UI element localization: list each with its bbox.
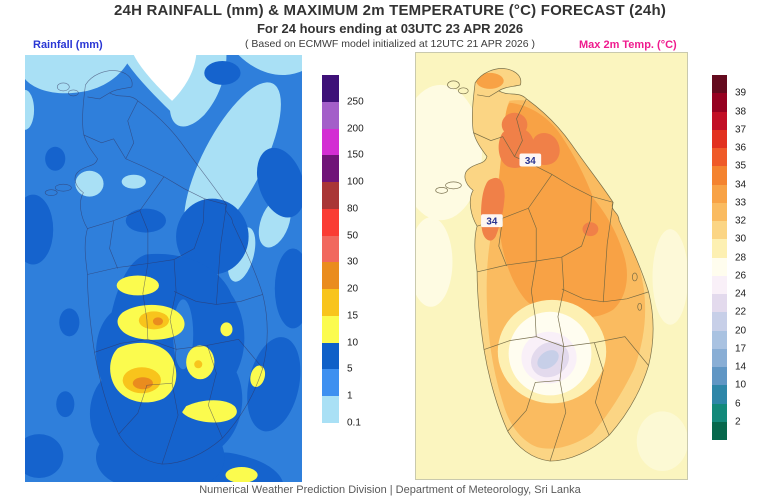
colorbar-swatch [322, 235, 339, 263]
colorbar-swatch [712, 385, 727, 404]
contour-chip [519, 153, 542, 167]
colorbar-swatch [712, 239, 727, 258]
colorbar-swatch [322, 155, 339, 183]
colorbar-tick: 17 [735, 343, 747, 355]
colorbar-tick: 1 [347, 390, 353, 402]
colorbar-swatch [712, 294, 727, 313]
contour-label-34: 34 [525, 156, 536, 167]
page-subtitle: For 24 hours ending at 03UTC 23 APR 2026 [256, 21, 524, 36]
colorbar-tick: 250 [347, 96, 364, 108]
colorbar-swatch [322, 262, 339, 290]
colorbar-tick: 37 [735, 124, 747, 136]
colorbar-tick: 36 [735, 142, 747, 154]
coastline-and-districts [44, 70, 268, 465]
colorbar-tick: 30 [347, 256, 359, 268]
colorbar-tick: 33 [735, 197, 747, 209]
colorbar-swatch [712, 202, 727, 221]
colorbar-swatch [712, 348, 727, 367]
colorbar-tick: 14 [735, 361, 747, 373]
colorbar-swatch [322, 208, 339, 236]
colorbar-swatch [712, 312, 727, 331]
colorbar-tick: 26 [735, 270, 747, 282]
colorbar-tick: 10 [735, 379, 747, 391]
colorbar-tick: 20 [735, 325, 747, 336]
rainfall-heavy-areas [110, 275, 266, 482]
temperature-colorbar: 39 38 37 36 35 34 33 32 30 28 26 24 22 20 17 14 10 6 2 [712, 75, 772, 440]
colorbar-swatch [712, 275, 727, 294]
colorbar-tick: 20 [347, 283, 359, 295]
colorbar-swatch [712, 184, 727, 203]
colorbar-swatch [712, 111, 727, 130]
colorbar-tick: 38 [735, 106, 747, 117]
colorbar-tick: 0.1 [347, 417, 361, 429]
page-title: 24H RAINFALL (mm) & MAXIMUM 2m TEMPERATU… [113, 2, 667, 19]
colorbar-swatch [712, 221, 727, 240]
contour-label-34: 34 [486, 217, 497, 228]
contour-chip [481, 214, 503, 228]
colorbar-tick: 34 [735, 179, 747, 190]
temperature-map: 34 34 [415, 52, 688, 480]
colorbar-swatch [322, 396, 339, 423]
colorbar-tick: 200 [347, 123, 364, 135]
colorbar-swatch [322, 289, 339, 316]
contour-labels: 34 34 [481, 153, 542, 228]
colorbar-swatch [322, 369, 339, 397]
footer-credit: Numerical Weather Prediction Division | … [199, 484, 581, 496]
colorbar-tick: 39 [735, 87, 747, 99]
colorbar-tick: 150 [347, 149, 364, 161]
colorbar-swatch [322, 315, 339, 343]
rainfall-colorbar: 250 200 150 100 80 50 30 20 15 10 5 1 0.1 [322, 75, 392, 429]
temperature-sea-light-patches [416, 84, 687, 472]
colorbar-swatch [712, 148, 727, 167]
colorbar-tick: 100 [347, 176, 364, 188]
colorbar-tick: 35 [735, 160, 747, 172]
colorbar-swatch [322, 182, 339, 209]
colorbar-tick: 80 [347, 203, 359, 215]
colorbar-swatch [322, 128, 339, 156]
colorbar-swatch [712, 421, 727, 440]
colorbar-swatch [712, 403, 727, 422]
rainfall-label: Rainfall (mm) [33, 39, 103, 51]
colorbar-tick: 50 [347, 230, 359, 242]
colorbar-swatch [712, 75, 727, 94]
colorbar-swatch [712, 257, 727, 276]
colorbar-swatch [712, 166, 727, 185]
colorbar-tick: 28 [735, 252, 747, 263]
colorbar-swatch [712, 367, 727, 386]
colorbar-swatch [322, 342, 339, 370]
colorbar-swatch [322, 101, 339, 129]
colorbar-swatch [712, 93, 727, 112]
rainfall-dry-area [133, 55, 197, 101]
colorbar-tick: 5 [347, 363, 353, 375]
colorbar-swatch [712, 330, 727, 349]
rainfall-map [25, 55, 302, 482]
colorbar-tick: 10 [347, 337, 359, 349]
colorbar-tick: 30 [735, 233, 747, 245]
colorbar-tick: 22 [735, 306, 747, 318]
colorbar-swatch [322, 75, 339, 102]
colorbar-tick: 15 [347, 310, 359, 322]
colorbar-tick: 32 [735, 215, 747, 227]
colorbar-tick: 2 [735, 416, 741, 428]
colorbar-tick: 24 [735, 288, 747, 300]
colorbar-tick: 6 [735, 398, 741, 409]
colorbar-swatch [712, 129, 727, 148]
temperature-label: Max 2m Temp. (°C) [579, 39, 677, 51]
coastline-and-districts [435, 68, 654, 462]
model-note: ( Based on ECMWF model initialized at 12… [244, 38, 536, 50]
